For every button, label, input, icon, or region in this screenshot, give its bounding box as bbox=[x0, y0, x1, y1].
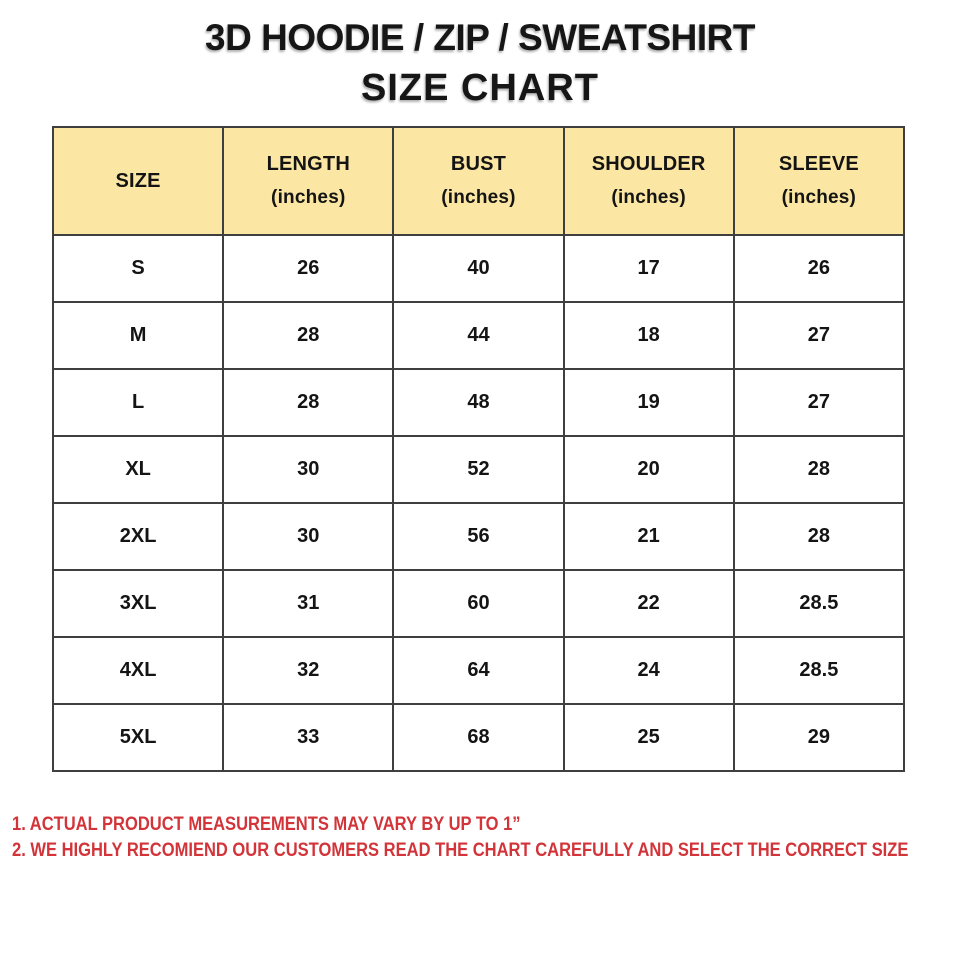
measurement-cell: 68 bbox=[392, 703, 565, 772]
measurement-cell: 64 bbox=[392, 636, 565, 705]
measurement-cell: 30 bbox=[222, 435, 395, 504]
measurement-cell: 29 bbox=[732, 703, 906, 772]
measurement-cell: 30 bbox=[222, 502, 395, 571]
column-label: SIZE bbox=[115, 169, 161, 192]
measurement-cell: 25 bbox=[562, 703, 735, 772]
header-row: SIZE LENGTH (inches) BUST (inches) SHOULDER (i… bbox=[51, 126, 906, 236]
column-header: SHOULDER (inches) bbox=[562, 126, 735, 236]
measurement-cell: 52 bbox=[392, 435, 565, 504]
measurement-cell: 60 bbox=[392, 569, 565, 638]
note-1: 1. ACTUAL PRODUCT MEASUREMENTS MAY VARY … bbox=[12, 814, 521, 835]
measurement-cell: 17 bbox=[562, 234, 735, 303]
size-chart-page: 3D HOODIE / ZIP / SWEATSHIRT SIZE CHART … bbox=[0, 0, 960, 864]
size-cell: 2XL bbox=[51, 502, 225, 571]
size-cell: L bbox=[51, 368, 225, 437]
column-unit: (inches) bbox=[271, 187, 346, 208]
column-header: SLEEVE (inches) bbox=[732, 126, 906, 236]
size-chart-table: SIZE LENGTH (inches) BUST (inches) SHOULDER (i… bbox=[51, 126, 906, 772]
column-label: LENGTH bbox=[266, 153, 350, 175]
size-table-body: S 26 40 17 26 M 28 44 18 27 L 28 48 19 27 XL 30 52 20 28 2XL… bbox=[51, 234, 906, 772]
measurement-cell: 32 bbox=[222, 636, 395, 705]
column-unit: (inches) bbox=[611, 187, 686, 208]
measurement-cell: 28 bbox=[732, 435, 906, 504]
table-row: 3XL 31 60 22 28.5 bbox=[51, 569, 906, 638]
measurement-cell: 26 bbox=[222, 234, 395, 303]
size-cell: M bbox=[51, 301, 225, 370]
measurement-cell: 40 bbox=[392, 234, 565, 303]
measurement-cell: 48 bbox=[392, 368, 565, 437]
note-2: 2. WE HIGHLY RECOMIEND OUR CUSTOMERS REA… bbox=[12, 840, 909, 861]
measurement-cell: 28 bbox=[222, 368, 395, 437]
table-row: L 28 48 19 27 bbox=[51, 368, 906, 437]
measurement-cell: 20 bbox=[562, 435, 735, 504]
measurement-cell: 21 bbox=[562, 502, 735, 571]
size-cell: 5XL bbox=[51, 703, 225, 772]
size-cell: S bbox=[51, 234, 225, 303]
title-line-2: SIZE CHART bbox=[361, 67, 599, 109]
size-table-head: SIZE LENGTH (inches) BUST (inches) SHOULDER (i… bbox=[51, 126, 906, 236]
column-unit: (inches) bbox=[781, 187, 857, 208]
table-row: XL 30 52 20 28 bbox=[51, 435, 906, 504]
measurement-cell: 27 bbox=[732, 301, 906, 370]
column-header: BUST (inches) bbox=[392, 126, 565, 236]
measurement-cell: 56 bbox=[392, 502, 565, 571]
measurement-cell: 24 bbox=[562, 636, 735, 705]
column-header: LENGTH (inches) bbox=[222, 126, 395, 236]
measurement-cell: 18 bbox=[562, 301, 735, 370]
column-header: SIZE bbox=[51, 126, 225, 236]
table-row: M 28 44 18 27 bbox=[51, 301, 906, 370]
measurement-cell: 27 bbox=[732, 368, 906, 437]
measurement-cell: 28 bbox=[222, 301, 395, 370]
measurement-cell: 31 bbox=[222, 569, 395, 638]
measurement-cell: 26 bbox=[732, 234, 906, 303]
page-title: 3D HOODIE / ZIP / SWEATSHIRT SIZE CHART bbox=[0, 0, 960, 110]
measurement-cell: 28.5 bbox=[732, 569, 906, 638]
measurement-cell: 19 bbox=[562, 368, 735, 437]
footnotes: 1. ACTUAL PRODUCT MEASUREMENTS MAY VARY … bbox=[12, 812, 960, 864]
size-cell: 4XL bbox=[51, 636, 225, 705]
measurement-cell: 28.5 bbox=[732, 636, 906, 705]
column-unit: (inches) bbox=[441, 187, 516, 208]
column-label: SHOULDER bbox=[591, 153, 706, 175]
size-cell: XL bbox=[51, 435, 225, 504]
measurement-cell: 33 bbox=[222, 703, 395, 772]
measurement-cell: 22 bbox=[562, 569, 735, 638]
table-row: 4XL 32 64 24 28.5 bbox=[51, 636, 906, 705]
measurement-cell: 28 bbox=[732, 502, 906, 571]
column-label: BUST bbox=[450, 153, 507, 175]
table-row: 2XL 30 56 21 28 bbox=[51, 502, 906, 571]
table-row: S 26 40 17 26 bbox=[51, 234, 906, 303]
measurement-cell: 44 bbox=[392, 301, 565, 370]
column-label: SLEEVE bbox=[778, 153, 859, 175]
size-cell: 3XL bbox=[51, 569, 225, 638]
title-line-1: 3D HOODIE / ZIP / SWEATSHIRT bbox=[205, 17, 755, 58]
table-row: 5XL 33 68 25 29 bbox=[51, 703, 906, 772]
